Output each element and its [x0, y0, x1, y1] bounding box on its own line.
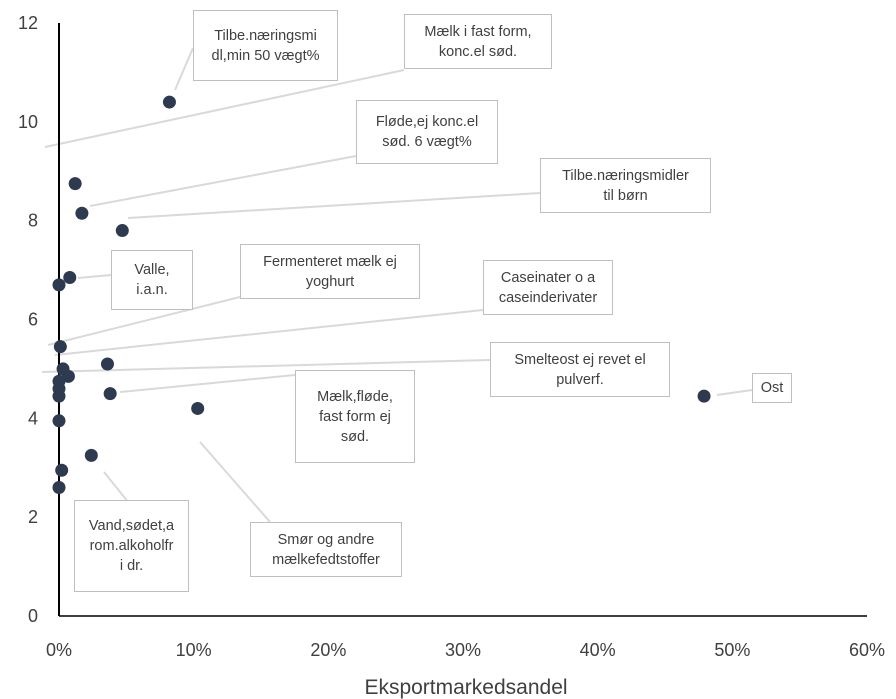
- leader-line: [47, 296, 241, 346]
- axes: [58, 23, 867, 617]
- annotation-line: Mælk,fløde,: [317, 388, 393, 405]
- annotation-line: Ost: [760, 380, 784, 396]
- annotation-line: mælkefedtstoffer: [272, 551, 380, 568]
- annotation-line: caseinderivater: [498, 289, 598, 306]
- data-point: [52, 278, 66, 292]
- leader-line: [41, 359, 491, 373]
- annotation-line: Smør og andre: [277, 531, 375, 548]
- annotation-line: Fløde,ej konc.el: [375, 114, 479, 130]
- leader-line: [54, 309, 484, 356]
- data-points: [52, 95, 711, 495]
- data-point: [63, 270, 77, 284]
- x-tick-label: 50%: [714, 640, 750, 660]
- y-tick-label: 2: [28, 507, 38, 527]
- leader-line: [119, 374, 296, 393]
- leader-line: [716, 389, 753, 396]
- y-tick-labels: 0 2 4 6 8 10 12: [18, 13, 38, 626]
- annotation-line: Mælk i fast form,: [424, 23, 532, 40]
- annotation-line: Caseinater o a: [500, 269, 596, 286]
- x-tick-label: 20%: [310, 640, 346, 660]
- y-tick-label: 10: [18, 112, 38, 132]
- data-point: [84, 448, 98, 462]
- annotation-callout: Fermenteret mælk ej yoghurt: [240, 244, 420, 299]
- annotation-line: fast form ej: [319, 408, 391, 425]
- leader-line: [174, 47, 194, 91]
- annotation-line: sød.: [340, 428, 370, 445]
- annotation-line: Valle,: [134, 262, 170, 278]
- annotation-callout: Smør og andre mælkefedtstoffer: [250, 522, 402, 577]
- annotation-line: Smelteost ej revet el: [514, 351, 646, 368]
- annotation-line: yoghurt: [305, 273, 355, 290]
- annotation-callout: Caseinater o a caseinderivater: [483, 260, 613, 315]
- annotation-line: rom.alkoholfr: [89, 538, 174, 554]
- x-tick-label: 0%: [46, 640, 72, 660]
- leader-line: [127, 192, 541, 219]
- annotation-callout: Valle, i.a.n.: [111, 250, 193, 310]
- y-tick-label: 8: [28, 211, 38, 231]
- data-point: [52, 414, 66, 428]
- x-tick-label: 30%: [445, 640, 481, 660]
- leader-line: [44, 69, 405, 148]
- annotation-callout: Vand,sødet,a rom.alkoholfr i dr.: [74, 500, 189, 592]
- data-point: [162, 95, 176, 109]
- leader-line: [77, 274, 112, 279]
- x-tick-label: 60%: [849, 640, 885, 660]
- data-point: [115, 224, 129, 238]
- annotation-line: Vand,sødet,a: [88, 518, 175, 534]
- annotation-line: Tilbe.næringsmi: [214, 27, 317, 44]
- data-point: [100, 357, 114, 371]
- x-axis-title: Eksportmarkedsandel: [364, 676, 567, 699]
- data-point: [103, 387, 117, 401]
- annotation-callout: Ost: [752, 373, 792, 403]
- y-tick-label: 4: [28, 408, 38, 428]
- data-point: [55, 463, 69, 477]
- data-point: [52, 389, 66, 403]
- x-tick-label: 10%: [176, 640, 212, 660]
- annotation-callout: Smelteost ej revet el pulverf.: [490, 342, 670, 397]
- y-tick-label: 12: [18, 13, 38, 33]
- x-tick-labels: 0% 10% 20% 30% 40% 50% 60%: [46, 640, 885, 660]
- data-point: [75, 206, 89, 220]
- annotation-line: i.a.n.: [136, 282, 168, 298]
- data-point: [53, 340, 67, 354]
- annotation-line: til børn: [603, 187, 648, 204]
- annotation-line: konc.el sød.: [438, 43, 518, 60]
- annotation-callout: Tilbe.næringsmidler til børn: [540, 158, 711, 213]
- data-point: [697, 389, 711, 403]
- annotation-line: sød. 6 vægt%: [382, 134, 472, 150]
- annotation-callout: Mælk i fast form, konc.el sød.: [404, 14, 552, 69]
- leader-lines: [41, 47, 753, 523]
- annotation-callout: Tilbe.næringsmi dl,min 50 vægt%: [193, 10, 338, 81]
- data-point: [68, 177, 82, 191]
- annotation-line: Tilbe.næringsmidler: [562, 167, 689, 184]
- annotation-line: dl,min 50 vægt%: [211, 47, 320, 64]
- annotation-callout: Mælk,fløde, fast form ej sød.: [295, 370, 415, 463]
- y-tick-label: 0: [28, 606, 38, 626]
- data-point: [191, 401, 205, 415]
- leader-line: [89, 155, 357, 207]
- data-point: [52, 481, 66, 495]
- leader-line: [199, 441, 271, 523]
- annotation-callout: Fløde,ej konc.el sød. 6 vægt%: [356, 100, 498, 164]
- y-tick-label: 6: [28, 310, 38, 330]
- annotation-line: i dr.: [119, 558, 144, 574]
- annotation-line: pulverf.: [556, 371, 604, 388]
- annotation-line: Fermenteret mælk ej: [263, 253, 397, 270]
- x-tick-label: 40%: [580, 640, 616, 660]
